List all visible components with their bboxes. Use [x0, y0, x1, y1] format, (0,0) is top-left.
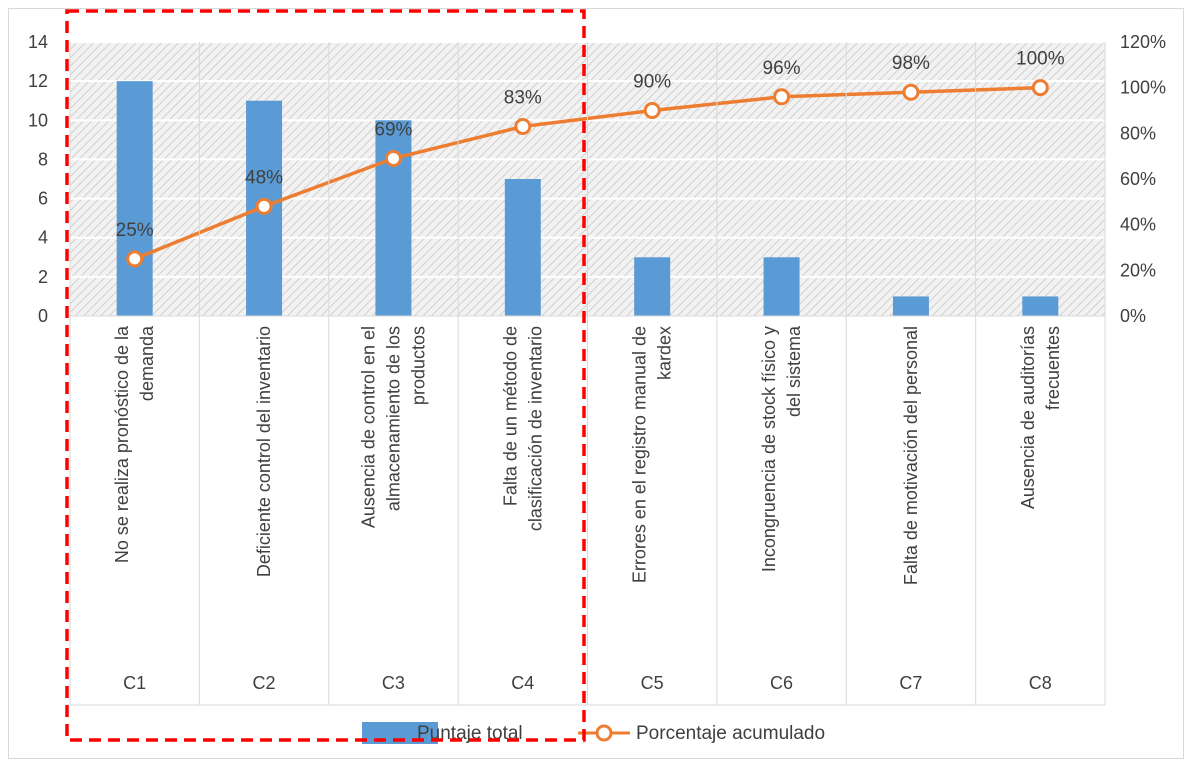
y-left-tick-label: 0 [38, 306, 48, 326]
category-description-line: kardex [655, 326, 675, 380]
cumulative-point-C6 [773, 88, 791, 106]
bar-C8 [1022, 296, 1059, 316]
category-code-label: C1 [123, 673, 146, 693]
category-description-label: Ausencia de auditorías frecuentes [1018, 326, 1063, 509]
category-description-line: clasificación de inventario [525, 326, 545, 531]
y-left-tick-label: 2 [38, 267, 48, 287]
bar-C4 [504, 179, 541, 316]
y-right-tick-label: 80% [1120, 123, 1156, 143]
cumulative-data-label: 96% [763, 58, 801, 79]
cumulative-point-C5 [643, 102, 661, 119]
y-left-tick-label: 6 [38, 189, 48, 209]
cumulative-data-label: 90% [633, 72, 671, 93]
category-code-label: C6 [770, 673, 793, 693]
category-description-label: No se realiza pronóstico de la demanda [112, 325, 157, 563]
y-right-tick-label: 20% [1120, 260, 1156, 280]
chart-frame [8, 8, 1184, 759]
category-code-label: C4 [511, 673, 534, 693]
category-description-line: No se realiza pronóstico de la [112, 325, 132, 563]
legend-label-porcentaje-acumulado: Porcentaje acumulado [636, 723, 825, 744]
cumulative-data-label: 100% [1016, 49, 1065, 70]
bar-C7 [892, 296, 929, 316]
category-description-line: productos [408, 326, 428, 405]
category-description-label: Ausencia de control en el almacenamiento … [358, 326, 428, 528]
category-description-line: Ausencia de control en el [358, 326, 378, 528]
cumulative-point-C1 [126, 250, 144, 268]
y-right-tick-label: 40% [1120, 215, 1156, 235]
cumulative-data-label: 48% [245, 167, 283, 188]
cumulative-data-label: 98% [892, 53, 930, 74]
cumulative-point-C7 [902, 83, 920, 101]
category-description-line: Falta de un método de [500, 326, 520, 506]
category-description-label: Falta de motivación del personal [901, 326, 921, 585]
cumulative-point-C4 [514, 117, 532, 135]
category-code-label: C8 [1029, 673, 1052, 693]
y-right-tick-label: 100% [1120, 78, 1166, 98]
category-code-label: C2 [253, 673, 276, 693]
y-left-tick-label: 8 [38, 149, 48, 169]
y-left-tick-label: 10 [28, 110, 48, 130]
bar-C5 [634, 257, 671, 316]
highlight-dashed-box [65, 9, 586, 742]
category-description-line: demanda [137, 325, 157, 401]
y-left-tick-label: 12 [28, 71, 48, 91]
category-description-line: almacenamiento de los [383, 326, 403, 511]
category-description-line: frecuentes [1043, 326, 1063, 410]
category-description-line: Errores en el registro manual de [630, 326, 650, 583]
cumulative-point-C2 [255, 197, 273, 215]
y-left-tick-label: 4 [38, 228, 48, 248]
category-description-line: del sistema [784, 325, 804, 417]
cumulative-point-C3 [384, 149, 402, 167]
y-left-tick-label: 14 [28, 32, 48, 52]
category-description-label: Errores en el registro manual de kardex [630, 326, 675, 583]
category-description-line: Ausencia de auditorías [1018, 326, 1038, 509]
category-description-line: Falta de motivación del personal [901, 326, 921, 585]
bar-C1 [116, 81, 153, 317]
bar-C6 [763, 257, 800, 316]
category-description-label: Deficiente control del inventario [254, 326, 274, 577]
cumulative-data-label: 25% [116, 220, 154, 241]
category-code-label: C7 [899, 673, 922, 693]
category-description-label: Falta de un método de clasificación de in… [500, 326, 545, 531]
category-description-label: Incongruencia de stock físico y del siste… [759, 325, 804, 572]
category-description-line: Incongruencia de stock físico y [759, 326, 779, 572]
y-right-tick-label: 60% [1120, 169, 1156, 189]
bar-C3 [375, 120, 412, 317]
cumulative-data-label: 83% [504, 87, 542, 108]
cumulative-point-C8 [1031, 79, 1049, 97]
y-right-tick-label: 120% [1120, 32, 1166, 52]
category-code-label: C3 [382, 673, 405, 693]
category-code-label: C5 [641, 673, 664, 693]
legend-marker-porcentaje-acumulado [595, 724, 613, 742]
y-right-tick-label: 0% [1120, 306, 1146, 326]
cumulative-data-label: 69% [374, 119, 412, 140]
category-description-line: Deficiente control del inventario [254, 326, 274, 577]
